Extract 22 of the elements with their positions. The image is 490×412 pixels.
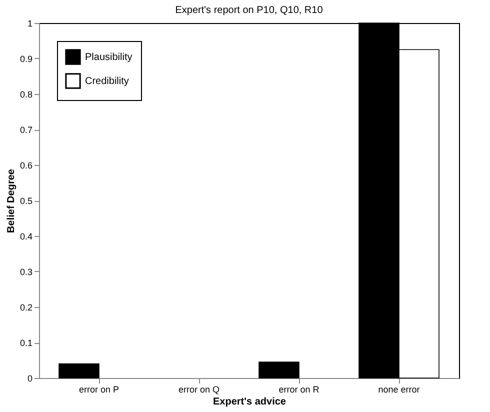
x-tick-label: error on P	[78, 384, 120, 394]
x-tick-label: none error	[378, 384, 420, 394]
y-tick-label: 0	[27, 374, 32, 384]
x-tick-label: error on Q	[178, 384, 220, 394]
y-tick-label: 0.9	[20, 54, 32, 64]
y-tick-label: 0.3	[20, 267, 32, 277]
y-tick-label: 1	[27, 18, 32, 28]
legend-label: Plausibility	[85, 52, 132, 63]
bar	[58, 363, 100, 378]
chart-title: Expert's report on P10, Q10, R10	[175, 5, 324, 16]
legend-label: Credibility	[85, 76, 129, 87]
y-tick-label: 0.6	[20, 160, 32, 170]
y-axis-title: Belief Degree	[6, 168, 17, 233]
x-axis-title: Expert's advice	[213, 396, 286, 408]
y-tick-label: 0.1	[20, 338, 32, 348]
bar	[258, 362, 300, 378]
x-tick-label: error on R	[278, 384, 320, 394]
y-tick-label: 0.8	[20, 90, 32, 100]
y-tick-label: 0.5	[20, 196, 32, 206]
y-tick-label: 0.4	[20, 232, 32, 242]
y-tick-label: 0.7	[20, 125, 32, 135]
y-tick-label: 0.2	[20, 302, 32, 312]
